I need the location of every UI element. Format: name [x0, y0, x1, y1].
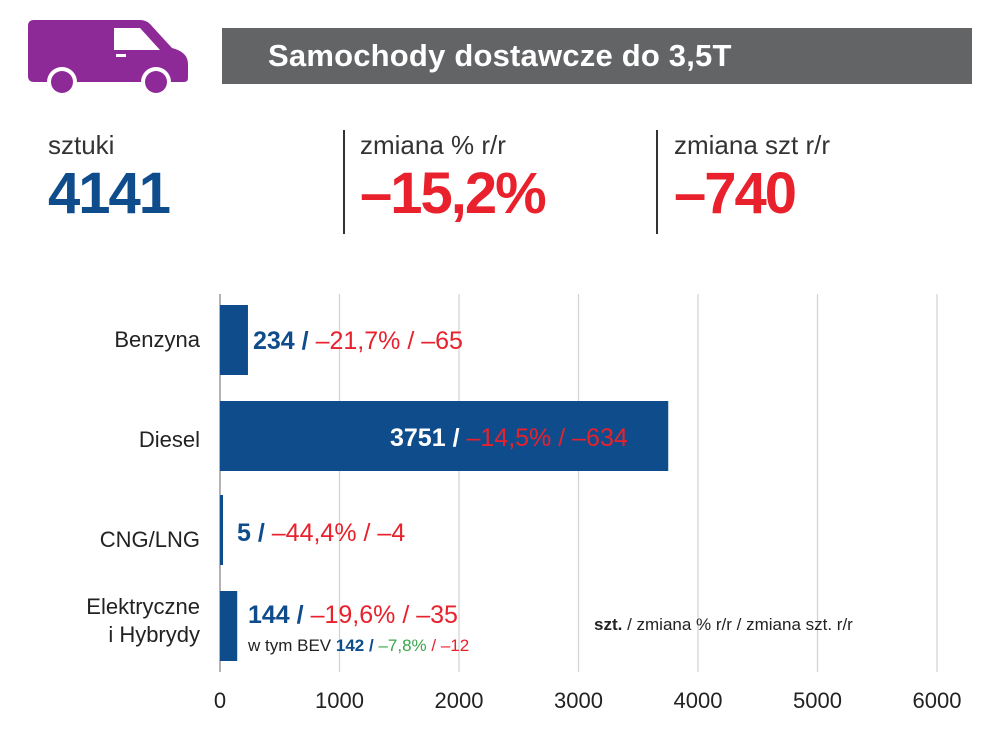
bar-elektryczne-i-hybrydy: [220, 591, 238, 661]
label-separator: /: [289, 601, 304, 629]
bar-data-label: 3751 / –14,5% / –634: [390, 424, 628, 453]
kpi-pct-change-label: zmiana % r/r: [360, 130, 506, 160]
bev-sub-label: w tym BEV 142 / –7,8% / –12: [248, 636, 469, 656]
bar-pct-label: –21,7%: [308, 327, 401, 355]
bar-units-label: 234: [253, 327, 295, 355]
kpi-unit-change-value: –740: [674, 161, 797, 226]
page-title: Samochody dostawcze do 3,5T: [268, 38, 732, 73]
category-label: CNG/LNG: [99, 527, 200, 552]
label-separator: /: [431, 636, 437, 655]
label-separator: /: [395, 601, 410, 629]
legend-note-bold: szt.: [594, 615, 623, 634]
x-tick-label: 5000: [793, 688, 842, 713]
kpi-pct-change: zmiana % r/r –15,2%: [360, 130, 547, 226]
x-tick-label: 2000: [434, 688, 484, 713]
bar-units-label: 3751: [390, 424, 446, 452]
category-label: Benzyna: [114, 327, 200, 352]
bar-diff-label: –4: [370, 519, 406, 547]
bar-diff-label: –35: [409, 601, 458, 629]
bar-data-label: 234 / –21,7% / –65: [253, 327, 463, 356]
bar-pct-label: –14,5%: [459, 424, 552, 452]
bar-units-label: 144: [248, 601, 290, 629]
bar-benzyna: [220, 305, 248, 375]
kpi-pct-change-value: –15,2%: [360, 161, 547, 226]
label-separator: /: [551, 424, 566, 452]
bev-units: 142: [335, 636, 365, 655]
x-tick-label: 1000: [315, 688, 364, 713]
bev-prefix: w tym BEV: [248, 636, 332, 655]
category-label: Diesel: [138, 427, 200, 452]
title-bar: Samochody dostawcze do 3,5T: [222, 28, 972, 84]
bev-diff: –12: [440, 636, 470, 655]
kpi-divider: [656, 130, 658, 234]
kpi-units-label: sztuki: [48, 130, 115, 160]
bar-data-label: 144 / –19,6% / –35: [248, 601, 458, 630]
label-separator: /: [356, 519, 371, 547]
bar-pct-label: –44,4%: [264, 519, 357, 547]
x-tick-label: 0: [213, 688, 227, 713]
x-tick-label: 3000: [554, 688, 603, 713]
bar-cng-lng: [220, 495, 223, 565]
label-separator: /: [445, 424, 460, 452]
label-separator: /: [368, 636, 374, 655]
label-separator: /: [294, 327, 309, 355]
kpi-unit-change: zmiana szt r/r –740: [674, 130, 830, 225]
bar-pct-label: –19,6%: [303, 601, 396, 629]
category-label: Elektryczne i Hybrydy: [86, 594, 200, 647]
van-icon: [28, 20, 188, 97]
x-tick-label: 6000: [912, 688, 962, 713]
legend-note-rest: / zmiana % r/r / zmiana szt. r/r: [622, 615, 853, 634]
legend-note: szt. / zmiana % r/r / zmiana szt. r/r: [594, 615, 853, 635]
bar-data-label: 5 / –44,4% / –4: [237, 519, 405, 548]
label-separator: /: [250, 519, 265, 547]
bev-pct: –7,8%: [378, 636, 427, 655]
label-separator: /: [400, 327, 415, 355]
kpi-unit-change-label: zmiana szt r/r: [674, 130, 831, 160]
kpi-units-value: 4141: [48, 161, 171, 226]
kpi-units: sztuki 4141: [48, 130, 171, 226]
bar-diesel: [220, 401, 669, 471]
x-tick-label: 4000: [673, 688, 723, 713]
bar-units-label: 5: [237, 519, 251, 547]
kpi-divider: [343, 130, 345, 234]
bar-diff-label: –65: [414, 327, 463, 355]
bar-diff-label: –634: [565, 424, 628, 452]
